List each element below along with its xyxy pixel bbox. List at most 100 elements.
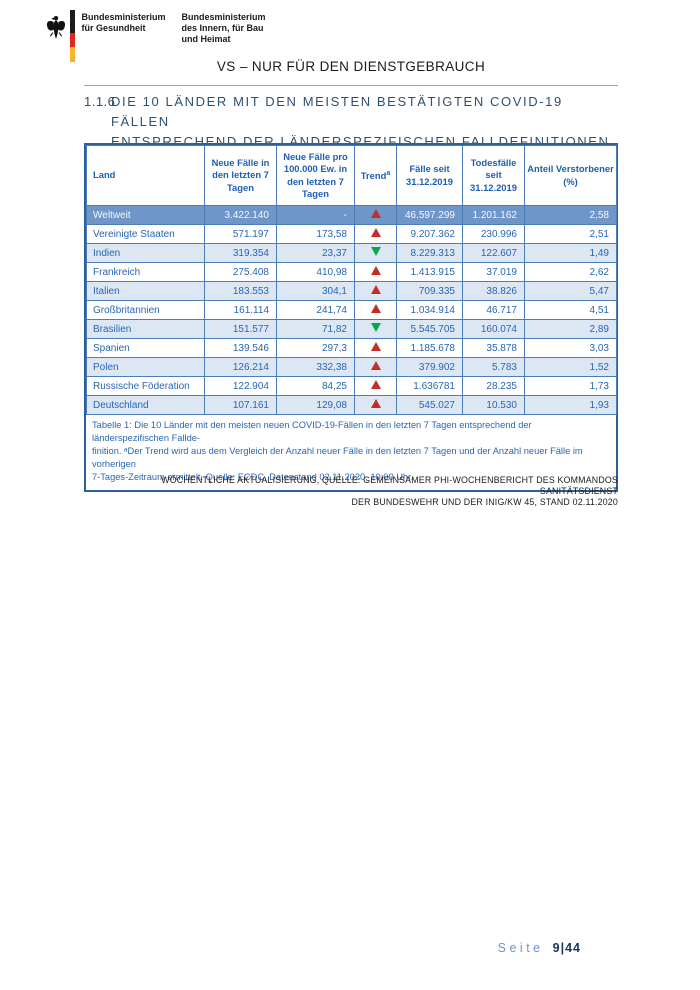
ministry-line: für Gesundheit — [81, 23, 146, 33]
source-line: WÖCHENTLICHE AKTUALISIERUNG, QUELLE: GEM… — [161, 475, 618, 496]
caption-line: Tabelle 1: Die 10 Länder mit den meisten… — [92, 420, 532, 444]
value-cell: 10.530 — [462, 395, 525, 415]
value-cell: 129,08 — [276, 395, 355, 415]
value-cell: 1.413.915 — [396, 262, 463, 282]
table-row: Italien 183.553 304,1 709.335 38.826 5,47 — [86, 281, 617, 301]
value-cell: 275.408 — [204, 262, 277, 282]
country-cell: Vereinigte Staaten — [86, 224, 205, 244]
table-row: Vereinigte Staaten 571.197 173,58 9.207.362… — [86, 224, 617, 244]
value-cell: 379.902 — [396, 357, 463, 377]
value-cell: 2,62 — [524, 262, 617, 282]
trend-up-icon — [370, 304, 381, 313]
trend-down-icon — [370, 323, 381, 332]
value-cell: 5,47 — [524, 281, 617, 301]
trend-cell — [354, 224, 397, 244]
table-row: Deutschland 107.161 129,08 545.027 10.530 1,9… — [86, 395, 617, 415]
trend-cell — [354, 243, 397, 263]
value-cell: 2,89 — [524, 319, 617, 339]
value-cell: 122.904 — [204, 376, 277, 396]
value-cell: 1,49 — [524, 243, 617, 263]
value-cell: 9.207.362 — [396, 224, 463, 244]
value-cell: 71,82 — [276, 319, 355, 339]
table-row: Polen 126.214 332,38 379.902 5.783 1,52 — [86, 357, 617, 377]
value-cell: 122.607 — [462, 243, 525, 263]
trend-cell — [354, 395, 397, 415]
flag-red-segment — [70, 33, 75, 47]
table-row: Russische Föderation 122.904 84,25 1.636781… — [86, 376, 617, 396]
value-cell: 3.422.140 — [204, 205, 277, 225]
value-cell: 107.161 — [204, 395, 277, 415]
value-cell: 5.783 — [462, 357, 525, 377]
value-cell: 151.577 — [204, 319, 277, 339]
value-cell: 571.197 — [204, 224, 277, 244]
trend-up-icon — [370, 342, 381, 351]
column-header-6: Anteil Verstorbener (%) — [524, 145, 617, 206]
table-header-row: Land Neue Fälle in den letzten 7 Tagen Neu… — [86, 145, 617, 206]
value-cell: 230.996 — [462, 224, 525, 244]
value-cell: 38.826 — [462, 281, 525, 301]
ministry-line: Bundesministerium — [81, 12, 166, 22]
trend-up-icon — [370, 361, 381, 370]
value-cell: 1,52 — [524, 357, 617, 377]
page-number: 9|44 — [552, 941, 581, 955]
value-cell: 183.553 — [204, 281, 277, 301]
header-divider — [84, 85, 618, 86]
ministry-line: und Heimat — [181, 34, 231, 44]
value-cell: 545.027 — [396, 395, 463, 415]
value-cell: 46.717 — [462, 300, 525, 320]
country-cell: Russische Föderation — [86, 376, 205, 396]
country-cell: Polen — [86, 357, 205, 377]
trend-up-icon — [370, 399, 381, 408]
trend-cell — [354, 319, 397, 339]
page-footer: Seite 9|44 — [0, 941, 700, 955]
trend-cell — [354, 205, 397, 225]
value-cell: 1.201.162 — [462, 205, 525, 225]
value-cell: 23,37 — [276, 243, 355, 263]
trend-cell — [354, 262, 397, 282]
table-row: Frankreich 275.408 410,98 1.413.915 37.019 2,… — [86, 262, 617, 282]
value-cell: 28.235 — [462, 376, 525, 396]
flag-bar — [70, 10, 75, 62]
value-cell: 241,74 — [276, 300, 355, 320]
value-cell: 297,3 — [276, 338, 355, 358]
trend-cell — [354, 376, 397, 396]
value-cell: 4,51 — [524, 300, 617, 320]
value-cell: 161.114 — [204, 300, 277, 320]
section-number: 1.1.6 — [84, 94, 116, 109]
country-cell: Spanien — [86, 338, 205, 358]
trend-cell — [354, 300, 397, 320]
value-cell: 2,58 — [524, 205, 617, 225]
country-cell: Indien — [86, 243, 205, 263]
value-cell: 319.354 — [204, 243, 277, 263]
column-header-1: Neue Fälle in den letzten 7 Tagen — [204, 145, 277, 206]
value-cell: 160.074 — [462, 319, 525, 339]
table-row: Spanien 139.546 297,3 1.185.678 35.878 3,03 — [86, 338, 617, 358]
value-cell: 35.878 — [462, 338, 525, 358]
value-cell: 46.597.299 — [396, 205, 463, 225]
trend-up-icon — [370, 380, 381, 389]
flag-black-segment — [70, 10, 75, 33]
trend-cell — [354, 281, 397, 301]
source-note: WÖCHENTLICHE AKTUALISIERUNG, QUELLE: GEM… — [84, 475, 618, 508]
trend-up-icon — [370, 266, 381, 275]
country-cell: Brasilien — [86, 319, 205, 339]
value-cell: 1,93 — [524, 395, 617, 415]
value-cell: 37.019 — [462, 262, 525, 282]
trend-cell — [354, 338, 397, 358]
country-cell: Frankreich — [86, 262, 205, 282]
value-cell: 1,73 — [524, 376, 617, 396]
table-caption: Tabelle 1: Die 10 Länder mit den meisten… — [86, 415, 616, 490]
value-cell: 2,51 — [524, 224, 617, 244]
section-title-line: DIE 10 LÄNDER MIT DEN MEISTEN BESTÄTIGTE… — [111, 94, 563, 129]
flag-gold-segment — [70, 47, 75, 62]
table-row: Indien 319.354 23,37 8.229.313 122.607 1,49 — [86, 243, 617, 263]
page-label: Seite — [497, 941, 544, 955]
value-cell: 709.335 — [396, 281, 463, 301]
value-cell: 126.214 — [204, 357, 277, 377]
value-cell: 5.545.705 — [396, 319, 463, 339]
trend-cell — [354, 357, 397, 377]
value-cell: 410,98 — [276, 262, 355, 282]
value-cell: 8.229.313 — [396, 243, 463, 263]
value-cell: 304,1 — [276, 281, 355, 301]
